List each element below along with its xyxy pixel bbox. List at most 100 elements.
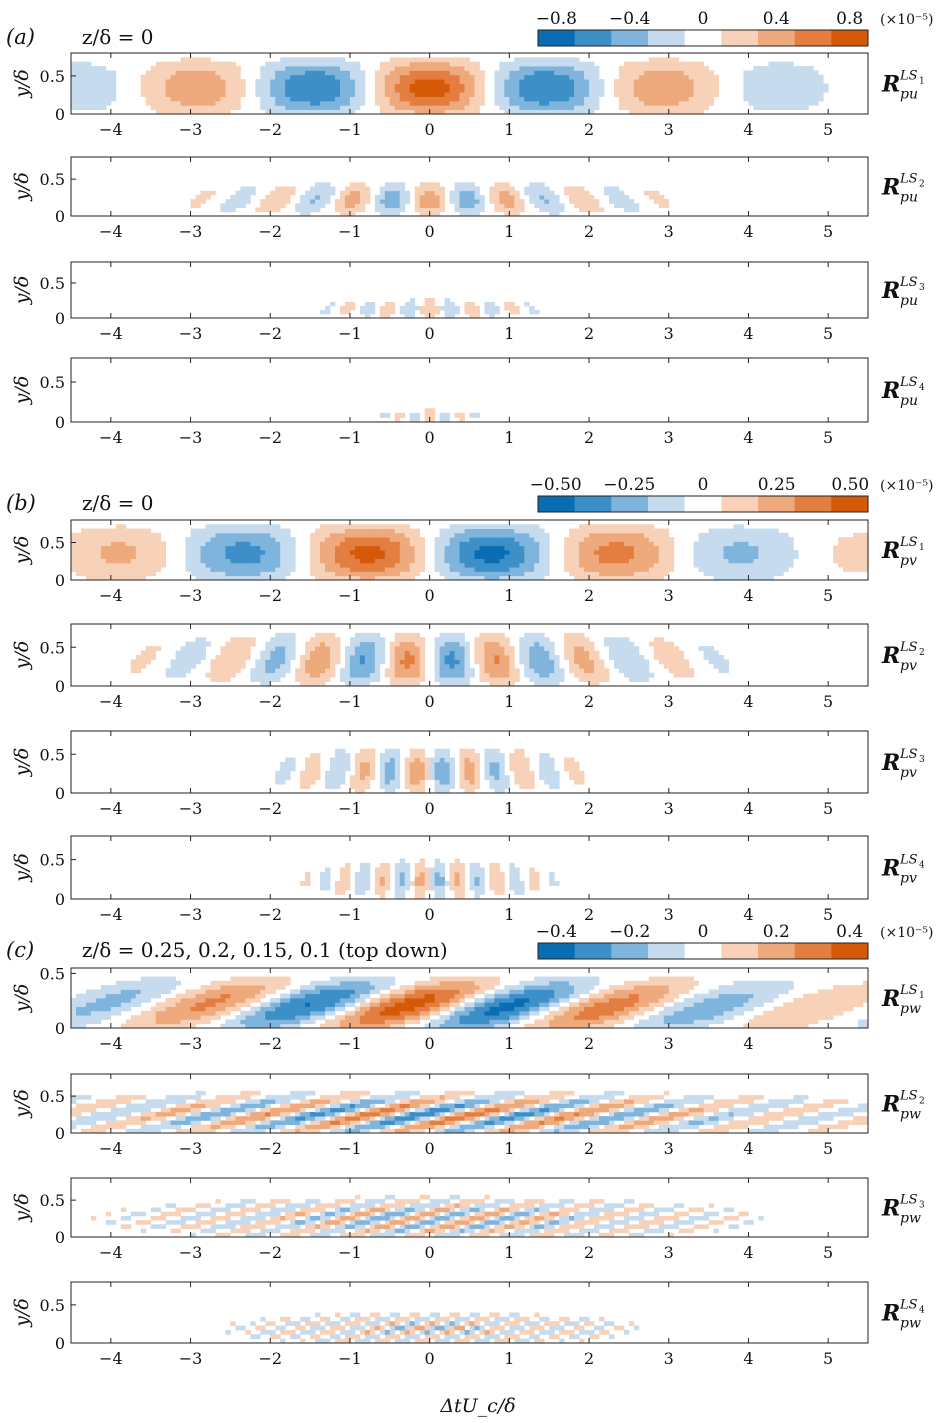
- heatmap-cell: [399, 528, 406, 534]
- heatmap-cell: [708, 650, 714, 656]
- heatmap-cell: [603, 537, 610, 542]
- heatmap-cell: [469, 79, 475, 84]
- heatmap-cell: [95, 83, 102, 89]
- heatmap-cell: [95, 532, 102, 538]
- heatmap-cell: [310, 207, 316, 213]
- heatmap-cell: [504, 211, 510, 217]
- heatmap-cell: [195, 70, 201, 76]
- heatmap-cell: [260, 571, 266, 577]
- heatmap-cell: [434, 677, 441, 682]
- colorbar-swatch: [574, 496, 612, 512]
- heatmap-cell: [80, 558, 87, 564]
- heatmap-cell: [434, 109, 441, 115]
- heatmap-cell: [71, 96, 77, 102]
- heatmap-cell: [464, 211, 470, 217]
- heatmap-cell: [195, 57, 201, 63]
- heatmap-cell: [494, 646, 500, 651]
- heatmap-cell: [524, 57, 530, 63]
- heatmap-cell: [255, 541, 261, 547]
- x-tick-label: −2: [258, 324, 282, 343]
- heatmap-cell: [758, 79, 764, 84]
- heatmap-cell: [768, 541, 774, 547]
- heatmap-cell: [434, 83, 441, 89]
- heatmap-cell: [524, 655, 530, 660]
- heatmap-cell: [628, 532, 635, 538]
- heatmap-cell: [783, 74, 789, 80]
- heatmap-cell: [668, 57, 675, 63]
- heatmap-cell: [394, 524, 401, 529]
- heatmap-cell: [414, 61, 421, 67]
- heatmap-cell: [125, 558, 132, 564]
- heatmap-cell: [524, 109, 530, 115]
- heatmap-cell: [589, 524, 595, 529]
- heatmap-cell: [539, 190, 545, 196]
- heatmap-cell: [145, 545, 152, 551]
- heatmap-cell: [394, 186, 401, 192]
- heatmap-cell: [185, 558, 191, 564]
- heatmap-cell: [534, 637, 540, 643]
- heatmap-cell: [589, 646, 595, 651]
- heatmap-cell: [140, 562, 147, 568]
- heatmap-cell: [220, 109, 226, 115]
- heatmap-cell: [389, 211, 396, 217]
- heatmap-cell: [414, 672, 421, 678]
- row-label-superscript: LS: [899, 375, 918, 390]
- heatmap-cell: [564, 79, 570, 84]
- heatmap-cell: [220, 61, 226, 67]
- heatmap-cell: [200, 545, 206, 551]
- heatmap-cell: [320, 182, 326, 187]
- heatmap-cell: [494, 70, 500, 76]
- heatmap-cell: [618, 537, 625, 542]
- heatmap-cell: [235, 650, 241, 656]
- heatmap-cell: [230, 672, 236, 678]
- heatmap-cell: [509, 306, 515, 311]
- heatmap-cell: [384, 748, 391, 754]
- heatmap-cell: [454, 554, 460, 559]
- heatmap-cell: [748, 70, 754, 76]
- heatmap-cell: [409, 562, 416, 568]
- heatmap-cell: [240, 575, 246, 581]
- heatmap-cell: [225, 74, 231, 80]
- heatmap-cell: [344, 96, 351, 102]
- heatmap-cell: [618, 96, 625, 102]
- heatmap-cell: [733, 567, 739, 572]
- heatmap-cell: [673, 663, 680, 669]
- heatmap-cell: [429, 194, 436, 200]
- heatmap-cell: [439, 87, 445, 93]
- heatmap-cell: [534, 92, 540, 97]
- heatmap-cell: [325, 528, 331, 534]
- heatmap-cell: [325, 567, 331, 572]
- heatmap-cell: [489, 554, 495, 559]
- heatmap-cell: [215, 677, 221, 682]
- heatmap-cell: [464, 554, 470, 559]
- heatmap-cell: [419, 672, 426, 678]
- heatmap-cell: [130, 532, 137, 538]
- y-axis-label: y/δ: [11, 276, 33, 306]
- heatmap-cell: [539, 677, 545, 682]
- heatmap-cell: [240, 571, 246, 577]
- heatmap-cell: [75, 66, 82, 71]
- heatmap-cell: [683, 66, 690, 71]
- heatmap-cell: [399, 650, 406, 656]
- heatmap-cell: [534, 567, 540, 572]
- heatmap-cell: [240, 87, 246, 93]
- heatmap-cell: [454, 659, 460, 665]
- heatmap-cell: [409, 550, 416, 555]
- heatmap-cell: [813, 83, 819, 89]
- heatmap-cell: [379, 537, 386, 542]
- heatmap-cell: [449, 632, 455, 638]
- heatmap-cell: [643, 100, 650, 106]
- heatmap-cell: [389, 779, 396, 785]
- heatmap-cell: [359, 83, 366, 89]
- heatmap-cell: [464, 571, 470, 577]
- heatmap-cell: [713, 532, 719, 538]
- heatmap-cell: [265, 655, 271, 660]
- heatmap-cell: [599, 571, 605, 577]
- heatmap-cell: [444, 681, 450, 687]
- heatmap-cell: [569, 79, 575, 84]
- heatmap-cell: [315, 641, 321, 647]
- heatmap-cell: [71, 70, 77, 76]
- heatmap-cell: [80, 83, 87, 89]
- heatmap-cell: [80, 545, 87, 551]
- heatmap-cell: [838, 550, 844, 555]
